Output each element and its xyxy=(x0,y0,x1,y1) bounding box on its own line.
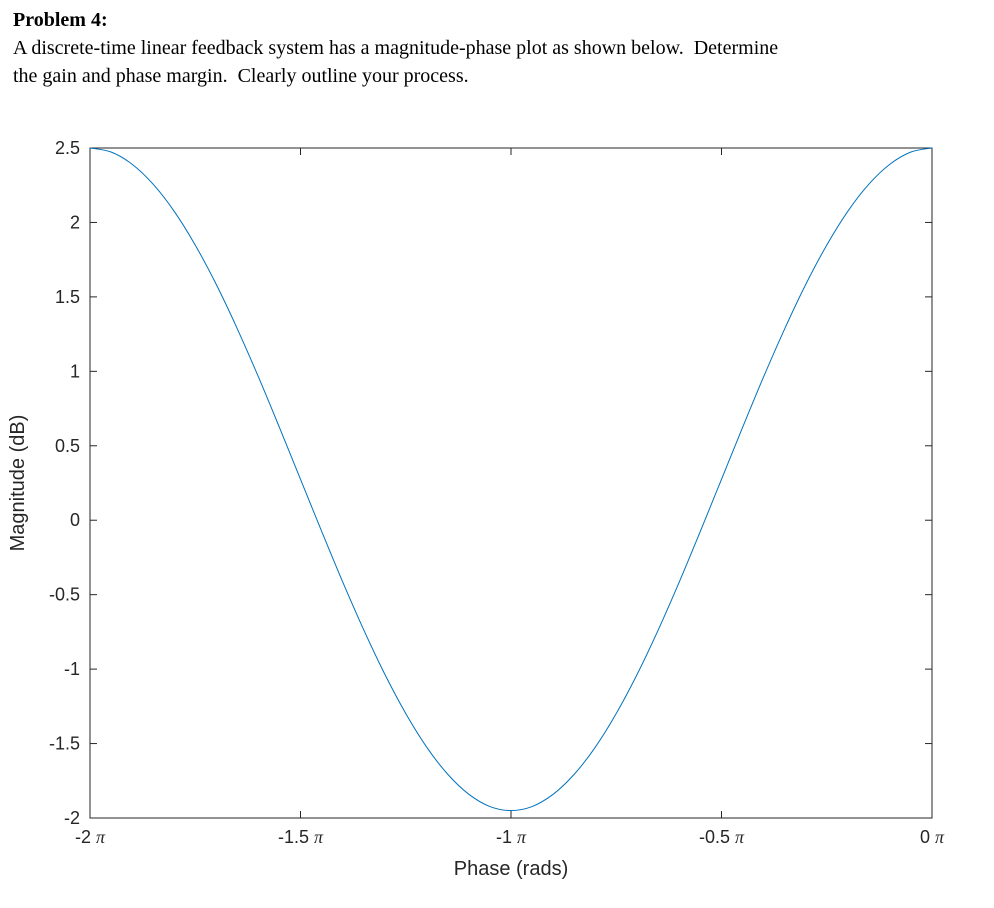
magnitude-phase-chart: -2 π -1.5 π -1 π -0.5 π 0 π -2 -1.5 -1 -0.5 0 0.5 1… xyxy=(7,138,945,880)
x-tick-label: -1.5 π xyxy=(278,827,324,847)
problem-text-line: the gain and phase margin. Clearly outli… xyxy=(13,65,469,87)
x-tick-label: -1 π xyxy=(496,827,527,847)
y-tick-label: 2.5 xyxy=(55,138,80,158)
problem-title: Problem 4: xyxy=(13,9,108,31)
magnitude-curve xyxy=(89,147,933,812)
problem-statement: Problem 4: A discrete-time linear feedba… xyxy=(0,0,994,90)
y-axis-label: Magnitude (dB) xyxy=(7,415,29,552)
x-tick-label: 0 π xyxy=(920,827,945,847)
y-tick-label: 1.5 xyxy=(55,287,80,307)
y-tick-label: -1.5 xyxy=(49,734,80,754)
y-tick-label: 0.5 xyxy=(55,436,80,456)
y-tick-label: -0.5 xyxy=(49,585,80,605)
y-tick-label: 0 xyxy=(70,510,80,530)
x-tick-label: -2 π xyxy=(75,827,106,847)
x-axis-label: Phase (rads) xyxy=(454,858,569,880)
plot-box xyxy=(89,147,933,819)
y-tick-label: 1 xyxy=(70,361,80,381)
y-tick-label: -2 xyxy=(64,808,80,828)
problem-text-line: A discrete-time linear feedback system h… xyxy=(13,37,779,59)
y-tick-label: -1 xyxy=(64,659,80,679)
y-tick-label: 2 xyxy=(70,212,80,232)
x-tick-label: -0.5 π xyxy=(699,827,745,847)
